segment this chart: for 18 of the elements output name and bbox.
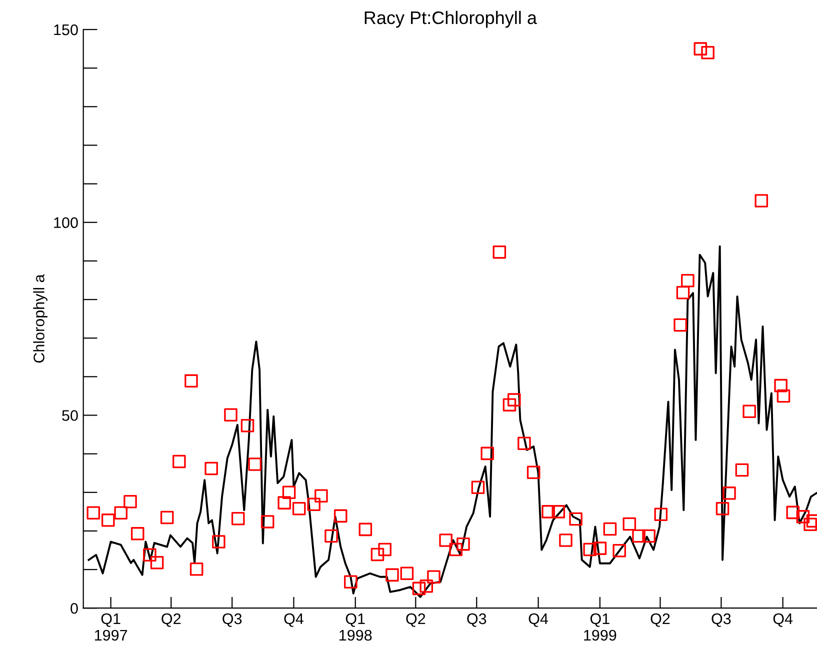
y-tick-label: 0	[70, 602, 78, 614]
x-tick-label: Q4	[284, 613, 304, 627]
x-tick-label: Q1 1997	[94, 613, 128, 641]
x-tick-label: Q3	[712, 613, 731, 627]
chart-title: Racy Pt:Chlorophyll a	[364, 10, 537, 28]
y-tick-label: 150	[54, 24, 78, 36]
x-tick-label: Q1 1998	[340, 613, 372, 641]
x-tick-label: Q3	[222, 613, 242, 627]
x-tick-label: Q2	[406, 613, 426, 627]
x-tick-label: Q1 1999	[584, 613, 616, 641]
x-tick-label: Q3	[467, 613, 486, 627]
y-tick-label: 50	[62, 410, 78, 421]
x-tick-label: Q4	[773, 613, 793, 627]
x-tick-label: Q2	[162, 613, 181, 627]
y-tick-label: 100	[54, 217, 78, 228]
x-tick-label: Q4	[528, 613, 548, 627]
y-axis-title: Chlorophyll a	[33, 274, 48, 363]
x-tick-label: Q2	[650, 613, 670, 627]
